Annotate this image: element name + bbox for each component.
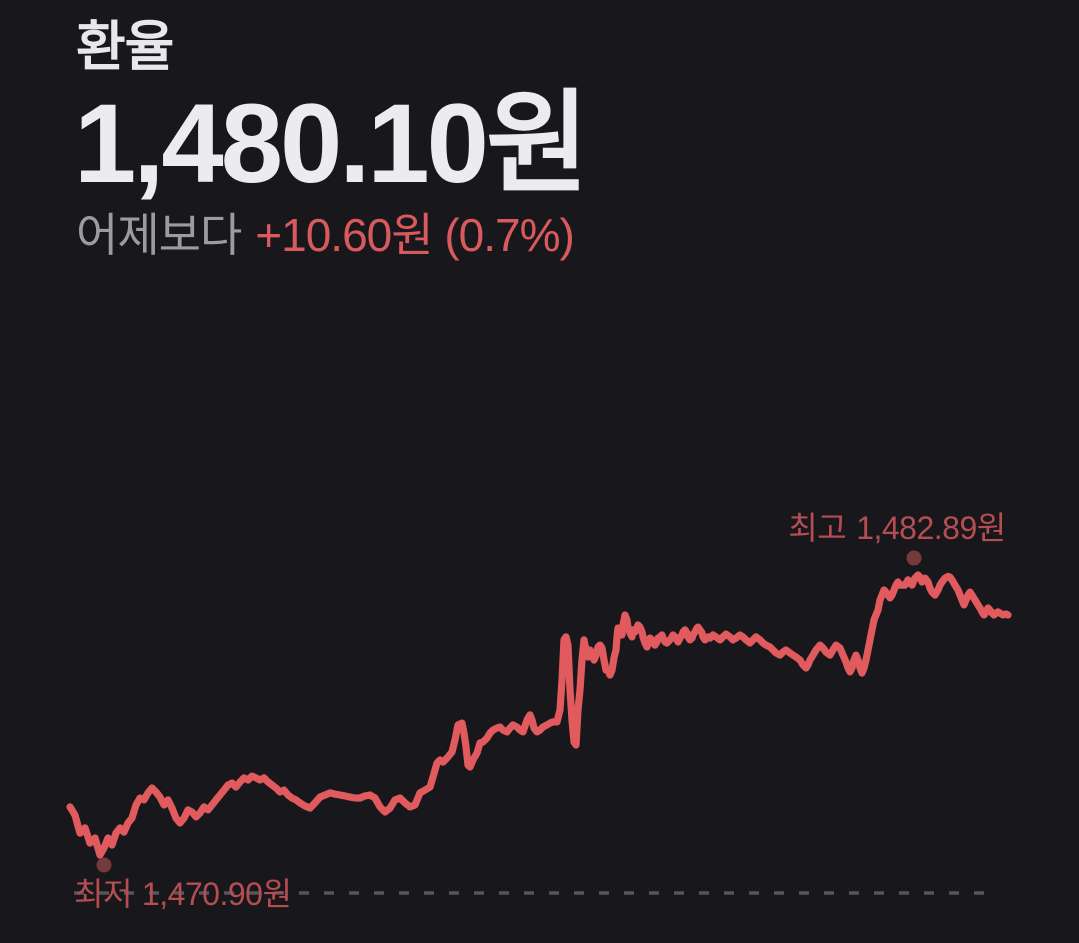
- low-label: 최저: [74, 876, 132, 912]
- high-annotation: 최고 1,482.89원: [788, 510, 1006, 546]
- change-value: +10.60원 (0.7%): [255, 209, 575, 261]
- current-price: 1,480.10원: [74, 81, 589, 206]
- high-label: 최고: [788, 510, 847, 546]
- low-point-dot: [96, 857, 112, 873]
- price-line: [66, 571, 1012, 859]
- page-title: 환율: [76, 17, 174, 77]
- change-row: 어제보다 +10.60원 (0.7%): [76, 209, 575, 261]
- low-value: 1,470.90원: [141, 876, 292, 912]
- high-value: 1,482.89원: [856, 510, 1006, 546]
- high-point-dot: [906, 550, 922, 566]
- low-annotation: 최저 1,470.90원: [74, 876, 292, 912]
- compare-label: 어제보다: [76, 209, 242, 261]
